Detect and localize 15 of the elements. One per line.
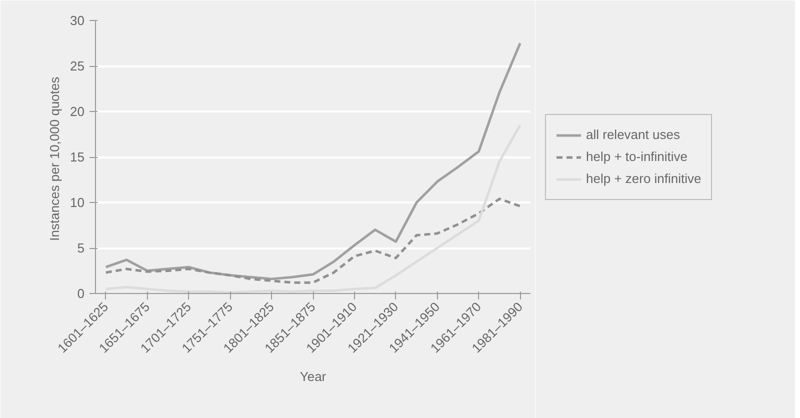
y-tick-label: 20 bbox=[70, 104, 85, 119]
y-axis-title: Instances per 10,000 quotes bbox=[47, 76, 62, 241]
y-tick-label: 0 bbox=[77, 286, 85, 301]
line-series bbox=[104, 124, 522, 294]
x-axis-title: Year bbox=[300, 369, 327, 384]
legend-label: help + to-infinitive bbox=[586, 149, 688, 164]
y-tick-label: 5 bbox=[77, 240, 85, 256]
line-series bbox=[104, 42, 522, 280]
y-tick-label: 10 bbox=[70, 195, 85, 210]
y-tick-label: 15 bbox=[70, 150, 85, 164]
line-series bbox=[104, 198, 522, 284]
y-tick-label: 25 bbox=[70, 58, 85, 74]
y-tick-label: 30 bbox=[70, 13, 85, 28]
legend-label: help + zero infinitive bbox=[586, 171, 702, 186]
legend-label: all relevant uses bbox=[586, 127, 680, 142]
